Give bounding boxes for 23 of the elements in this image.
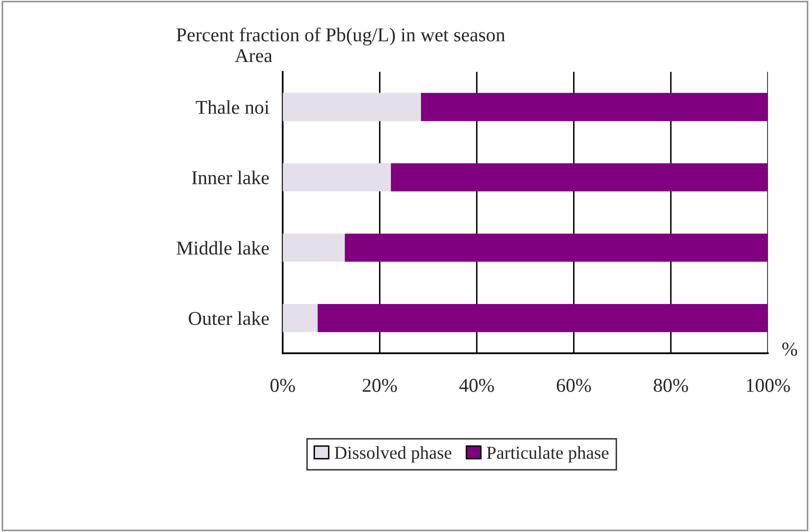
x-tick-label: 0% bbox=[270, 378, 295, 392]
x-tick-label: 80% bbox=[654, 378, 688, 392]
y-tick-label: Outer lake bbox=[188, 311, 269, 326]
bar bbox=[282, 92, 421, 122]
y-tick-label: Middle lake bbox=[176, 240, 269, 255]
x-tick-label: 60% bbox=[556, 378, 591, 392]
x-tick-label: 100% bbox=[746, 378, 790, 392]
legend-label: Dissolved phase bbox=[334, 446, 452, 463]
bar bbox=[282, 163, 391, 192]
x-tick-label: 20% bbox=[362, 378, 397, 392]
x-axis-title: % bbox=[782, 342, 798, 356]
bar bbox=[420, 92, 768, 122]
bar bbox=[318, 304, 768, 332]
y-tick-label: Thale noi bbox=[196, 100, 270, 114]
y-tick-label: Inner lake bbox=[192, 170, 269, 184]
x-tick-label: 40% bbox=[459, 378, 494, 392]
bar bbox=[344, 234, 768, 262]
bar bbox=[390, 163, 768, 192]
bar bbox=[282, 304, 318, 332]
y-axis-title: Area bbox=[234, 49, 272, 62]
bar bbox=[282, 234, 345, 262]
legend-label: Particulate phase bbox=[486, 446, 608, 463]
chart-title: Percent fraction of Pb(ug/L) in wet season bbox=[176, 28, 506, 46]
